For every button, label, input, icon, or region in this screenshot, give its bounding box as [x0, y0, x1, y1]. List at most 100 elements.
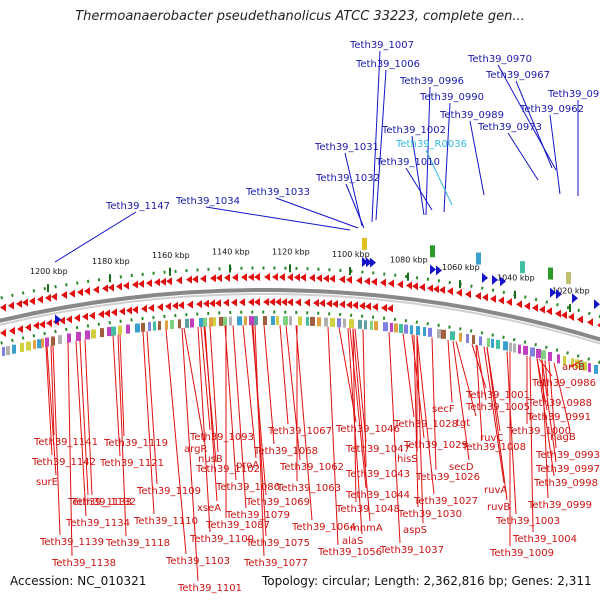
category-block: [20, 342, 24, 352]
reverse-gene-arrow: [196, 300, 202, 309]
reverse-gene-arrow: [132, 305, 138, 314]
forward-gene-arrow: [482, 272, 488, 283]
category-block: [223, 316, 227, 326]
category-block: [479, 336, 482, 346]
upper-feature-block: [476, 252, 481, 265]
category-block: [491, 338, 494, 348]
reverse-gene-arrow: [146, 279, 152, 288]
leader-line-reverse: [119, 334, 125, 437]
gene-label-reverse: Teth39_1009: [489, 548, 554, 559]
category-block: [472, 335, 475, 345]
category-block: [67, 333, 71, 343]
category-block: [487, 338, 490, 348]
gene-label-reverse: nusB: [198, 454, 223, 465]
gene-label-reverse: Teth39_1118: [105, 538, 170, 549]
reverse-gene-arrow: [546, 307, 552, 316]
reverse-gene-arrow: [272, 273, 278, 282]
reverse-gene-arrow: [506, 298, 512, 307]
reverse-gene-arrow: [132, 280, 138, 289]
gene-label-reverse: nagB: [550, 432, 576, 443]
reverse-gene-arrow: [232, 273, 238, 282]
leader-line-reverse: [46, 346, 57, 476]
leader-line-forward: [405, 167, 433, 211]
leader-line-forward: [515, 80, 553, 169]
leader-line-reverse: [165, 329, 187, 555]
reverse-gene-arrow: [555, 309, 561, 318]
scale-tick-label: 1060 kbp: [442, 263, 480, 272]
reverse-gene-arrow: [561, 311, 567, 320]
reverse-gene-arrow: [119, 307, 125, 316]
category-block: [394, 323, 398, 333]
reverse-gene-arrow: [323, 274, 329, 283]
reverse-gene-arrow: [45, 293, 51, 302]
reverse-gene-arrow: [215, 299, 221, 308]
leader-line-reverse: [75, 340, 87, 517]
reverse-gene-arrow: [316, 274, 322, 283]
reverse-gene-arrow: [29, 297, 35, 306]
leader-line-reverse: [413, 334, 419, 508]
reverse-gene-arrow: [264, 273, 270, 282]
reverse-gene-arrow: [37, 295, 43, 304]
reverse-gene-arrow: [287, 298, 293, 307]
category-block: [58, 335, 62, 345]
reverse-gene-arrow: [332, 299, 338, 308]
gene-label-reverse: Teth39_1005: [465, 402, 530, 413]
gene-label-forward: Teth39_1002: [381, 125, 446, 136]
reverse-gene-arrow: [568, 312, 574, 321]
gene-label-forward: Teth39_0958: [547, 89, 600, 100]
reverse-gene-arrow: [465, 290, 471, 299]
reverse-gene-arrow: [108, 283, 114, 292]
reverse-gene-arrow: [269, 298, 275, 307]
category-block: [450, 331, 455, 341]
leader-line-reverse: [476, 345, 487, 401]
reverse-gene-arrow: [412, 282, 418, 291]
reverse-gene-arrow: [200, 274, 206, 283]
category-block: [518, 344, 521, 354]
reverse-gene-arrow: [387, 304, 393, 313]
reverse-gene-arrow: [364, 277, 370, 286]
reverse-gene-arrow: [587, 318, 593, 327]
gene-label-reverse: Teth39_1075: [245, 538, 310, 549]
category-block: [289, 316, 292, 326]
reverse-gene-arrow: [380, 278, 386, 287]
reverse-gene-arrow: [294, 273, 300, 282]
category-block: [423, 327, 426, 337]
gene-label-reverse: Teth39_1001: [465, 390, 530, 401]
category-block: [563, 356, 566, 366]
leader-line-forward: [205, 206, 351, 231]
reverse-gene-arrow: [209, 299, 215, 308]
gene-label-reverse: surE: [36, 477, 58, 488]
gene-label-reverse: Teth39_1026: [415, 472, 480, 483]
gene-label-reverse: mnmA: [350, 523, 383, 534]
category-block: [588, 363, 591, 373]
reverse-gene-arrow: [166, 277, 172, 286]
category-block: [441, 329, 446, 339]
category-block: [298, 316, 302, 326]
category-block: [306, 316, 309, 326]
leader-line-reverse: [402, 333, 415, 418]
reverse-gene-arrow: [319, 299, 325, 308]
reverse-gene-arrow: [356, 276, 362, 285]
reverse-gene-arrow: [157, 303, 163, 312]
leader-line-forward: [549, 114, 561, 195]
reverse-gene-arrow: [241, 273, 247, 282]
category-block: [579, 360, 583, 370]
gene-label-reverse: argR: [184, 444, 207, 455]
leader-line-reverse: [529, 356, 534, 533]
category-block: [317, 317, 321, 327]
scale-tick-label: 1020 kbp: [552, 286, 590, 295]
reverse-gene-arrow: [74, 314, 80, 323]
category-block: [135, 323, 140, 333]
category-block: [330, 317, 335, 327]
category-block: [271, 316, 275, 326]
gene-label-reverse: Teth39_1138: [51, 558, 116, 569]
leader-line-reverse: [84, 339, 93, 496]
gene-label-reverse: Teth39_0986: [531, 378, 596, 389]
gene-label-reverse: Teth39_1101: [177, 583, 242, 594]
gene-label-reverse: Teth39_1027: [413, 496, 478, 507]
category-block: [364, 320, 367, 330]
accession-text: Accession: NC_010321: [10, 574, 147, 588]
reverse-gene-arrow: [59, 316, 65, 325]
category-block: [203, 317, 207, 327]
